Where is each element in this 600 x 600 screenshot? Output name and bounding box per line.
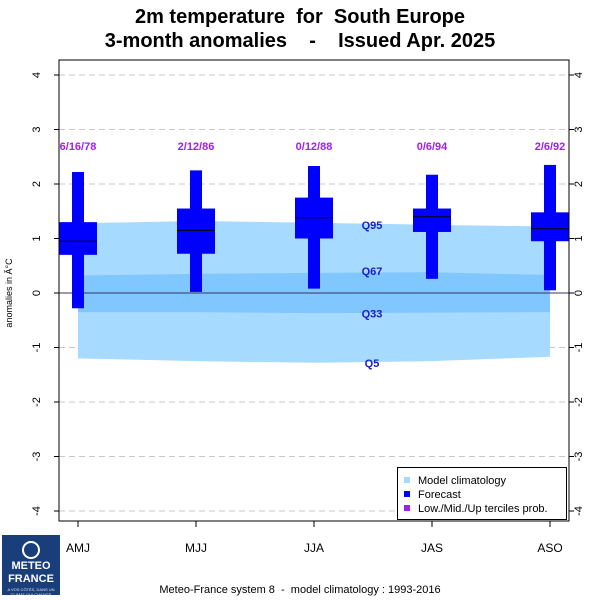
y-tick-label-left: 2 [31, 181, 43, 187]
x-tick-label: ASO [537, 541, 562, 555]
quantile-label-q5: Q5 [365, 358, 380, 370]
chart-title-line-2: 3-month anomalies - Issued Apr. 2025 [104, 30, 496, 52]
x-tick-label: MJJ [185, 541, 207, 555]
forecast-box [177, 208, 215, 254]
y-tick-label-right: 2 [573, 181, 585, 187]
legend-entry-terciles: Low./Mid./Up terciles prob. [404, 503, 548, 515]
y-tick-label-right: -1 [573, 343, 585, 353]
x-tick-label: JJA [304, 541, 324, 555]
logo-tagline: A VOS CÔTÉS, DANS UN CLIMAT QUI CHANGE [7, 587, 55, 597]
y-tick-label-left: -1 [31, 343, 43, 353]
legend-swatch-terciles [404, 505, 410, 512]
y-tick-label-left: -2 [31, 397, 43, 407]
quantile-label-q95: Q95 [362, 220, 383, 232]
y-tick-label-right: 3 [573, 126, 585, 132]
chart-title-line-1: 2m temperature for South Europe [134, 6, 466, 28]
chart-footer: Meteo-France system 8 - model climatolog… [159, 584, 441, 596]
chart-legend: Model climatology Forecast Low./Mid./Up … [397, 467, 567, 520]
x-tick-label: JAS [421, 541, 443, 555]
y-tick-label-right: -4 [573, 506, 585, 516]
tercile-probability-label: 6/16/78 [60, 141, 97, 153]
quantile-label-q33: Q33 [362, 309, 383, 321]
y-tick-label-left: 1 [31, 235, 43, 241]
y-tick-label-left: -4 [31, 506, 43, 516]
legend-label-forecast: Forecast [418, 489, 461, 501]
legend-entry-climatology: Model climatology [404, 475, 506, 487]
y-tick-label-right: 4 [573, 72, 585, 78]
y-tick-label-right: 0 [573, 290, 585, 296]
logo-mark-icon [22, 541, 40, 559]
y-tick-label-left: 4 [31, 72, 43, 78]
y-tick-label-right: -3 [573, 452, 585, 462]
legend-label-climatology: Model climatology [418, 475, 507, 487]
y-tick-label-right: 1 [573, 235, 585, 241]
legend-swatch-climatology [404, 477, 410, 484]
legend-entry-forecast: Forecast [404, 489, 461, 501]
meteo-france-logo: METEO FRANCE A VOS CÔTÉS, DANS UN CLIMAT… [2, 535, 60, 597]
forecast-box [413, 208, 451, 232]
quantile-label-q67: Q67 [362, 266, 383, 278]
logo-name-line-2: FRANCE [8, 573, 54, 585]
tercile-probability-label: 0/12/88 [296, 141, 333, 153]
tercile-probability-label: 2/6/92 [535, 141, 566, 153]
tercile-probability-label: 2/12/86 [178, 141, 215, 153]
y-axis-label: anomalies in Â°C [4, 258, 14, 328]
y-tick-label-left: -3 [31, 452, 43, 462]
x-tick-label: AMJ [66, 541, 90, 555]
forecast-box [59, 222, 97, 255]
y-tick-label-right: -2 [573, 397, 585, 407]
legend-label-terciles: Low./Mid./Up terciles prob. [418, 503, 548, 515]
legend-swatch-forecast [404, 491, 410, 498]
forecast-box [531, 212, 569, 242]
logo-name-line-1: METEO [11, 560, 51, 572]
y-tick-label-left: 3 [31, 126, 43, 132]
y-tick-label-left: 0 [31, 290, 43, 296]
tercile-probability-label: 0/6/94 [417, 141, 448, 153]
